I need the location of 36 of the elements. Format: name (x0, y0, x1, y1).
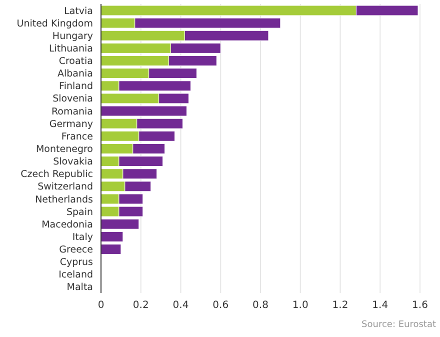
y-tick-label: Macedonia (42, 219, 93, 230)
x-tick-label: 0.6 (212, 300, 229, 312)
y-tick-label: Germany (49, 118, 94, 130)
bar (101, 218, 140, 230)
x-tick-label: 1.0 (292, 300, 308, 312)
y-tick-label: Greece (59, 244, 94, 256)
source-note: Source: Eurostat (362, 320, 436, 330)
y-tick-label: Montenegro (36, 144, 94, 155)
y-tick-label: Iceland (58, 270, 93, 281)
x-tick-label: 1.4 (372, 300, 388, 312)
x-tick-label: 0.2 (132, 300, 149, 312)
y-tick-label: Albania (58, 68, 93, 80)
y-tick-label: Netherlands (35, 194, 94, 206)
y-tick-label: Croatia (58, 56, 93, 68)
y-tick-label: Cyprus (60, 257, 94, 268)
y-tick-label: Slovenia (52, 94, 93, 105)
y-tick-label: Latvia (64, 6, 93, 17)
y-tick-label: Switzerland (38, 182, 93, 193)
x-tick-label: 0 (98, 300, 104, 312)
x-tick-label: 1.2 (332, 300, 348, 312)
y-tick-label: Finland (59, 81, 93, 92)
y-tick-label: France (61, 131, 94, 142)
bar (101, 231, 124, 242)
y-tick-label: Romania (51, 106, 93, 118)
x-tick-label: 0.8 (252, 300, 268, 312)
y-tick-label: Hungary (52, 30, 94, 42)
y-tick-label: United Kingdom (16, 18, 93, 30)
x-tick-label: 0.4 (172, 300, 189, 312)
y-tick-label: Lithuania (48, 43, 93, 54)
y-tick-label: Czech Republic (20, 169, 93, 180)
x-tick-label: 1.6 (412, 300, 428, 312)
y-tick-label: Italy (72, 232, 94, 243)
bar (101, 244, 122, 254)
y-tick-label: Slovakia (53, 156, 93, 168)
y-tick-label: Spain (66, 206, 93, 218)
y-tick-label: Malta (66, 282, 93, 294)
